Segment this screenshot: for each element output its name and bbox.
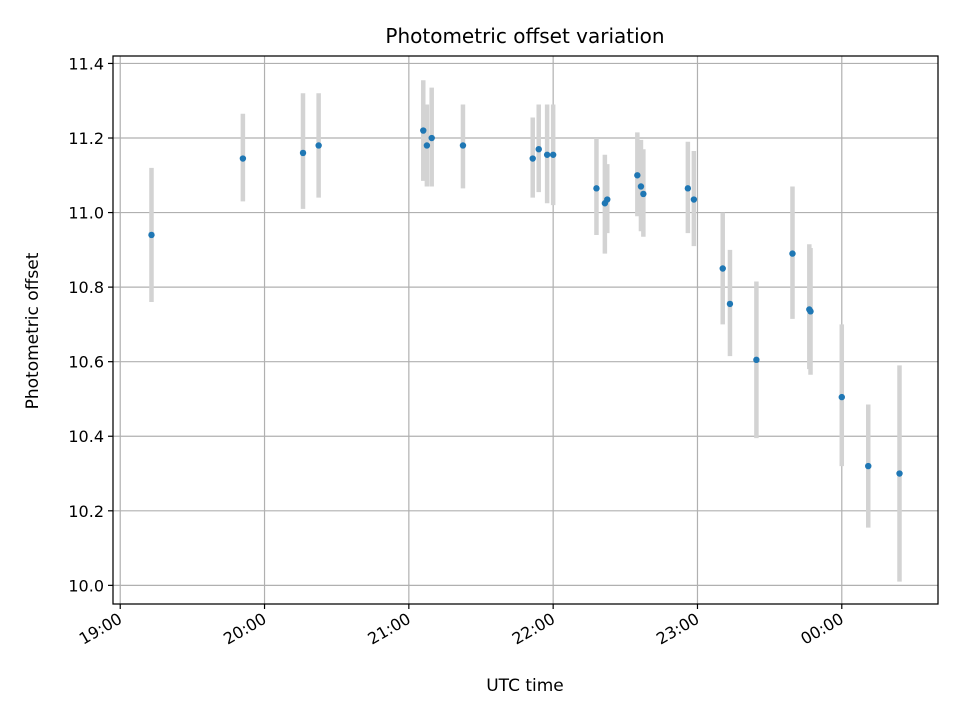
y-tick-label: 11.0 xyxy=(68,204,104,223)
data-point xyxy=(428,134,435,142)
y-tick-label: 10.0 xyxy=(68,576,104,595)
x-tick-label: 22:00 xyxy=(509,609,558,649)
y-tick-label: 10.4 xyxy=(68,427,104,446)
data-point xyxy=(865,462,872,470)
x-tick-label: 21:00 xyxy=(364,609,413,649)
data-point xyxy=(838,393,845,401)
y-tick-label: 11.2 xyxy=(68,129,104,148)
data-point xyxy=(726,300,734,308)
data-point xyxy=(459,142,467,149)
data-point xyxy=(239,155,247,162)
data-point xyxy=(789,250,796,257)
error-bars xyxy=(149,80,902,582)
chart-title: Photometric offset variation xyxy=(385,24,664,48)
data-points xyxy=(148,127,903,477)
data-point xyxy=(148,231,155,239)
data-point xyxy=(637,183,645,190)
data-point xyxy=(604,196,611,203)
y-tick-label: 11.4 xyxy=(68,54,104,73)
x-axis-label: UTC time xyxy=(486,676,564,696)
data-point xyxy=(299,149,307,157)
data-point xyxy=(684,185,692,192)
y-axis-label: Photometric offset xyxy=(23,252,43,409)
data-point xyxy=(529,155,536,162)
y-tick-label: 10.6 xyxy=(68,353,104,372)
data-point xyxy=(543,151,551,158)
data-point xyxy=(896,470,903,477)
x-tick-label: 19:00 xyxy=(76,609,125,649)
data-point xyxy=(753,356,760,364)
x-tick-label: 20:00 xyxy=(220,609,269,649)
x-tick-label: 00:00 xyxy=(797,609,846,649)
y-tick-label: 10.2 xyxy=(68,502,104,521)
y-tick-label: 10.8 xyxy=(68,278,104,297)
data-point xyxy=(535,145,542,153)
data-point xyxy=(420,127,427,134)
data-point xyxy=(593,185,600,192)
data-point xyxy=(690,196,698,203)
data-point xyxy=(423,142,431,149)
data-point xyxy=(640,190,647,198)
data-point xyxy=(634,172,641,179)
grid-lines xyxy=(113,56,938,604)
plot-frame xyxy=(112,55,939,605)
data-point xyxy=(807,308,814,315)
data-point xyxy=(315,142,322,149)
data-point xyxy=(719,265,726,272)
data-point xyxy=(549,151,557,158)
x-tick-label: 23:00 xyxy=(653,609,702,649)
